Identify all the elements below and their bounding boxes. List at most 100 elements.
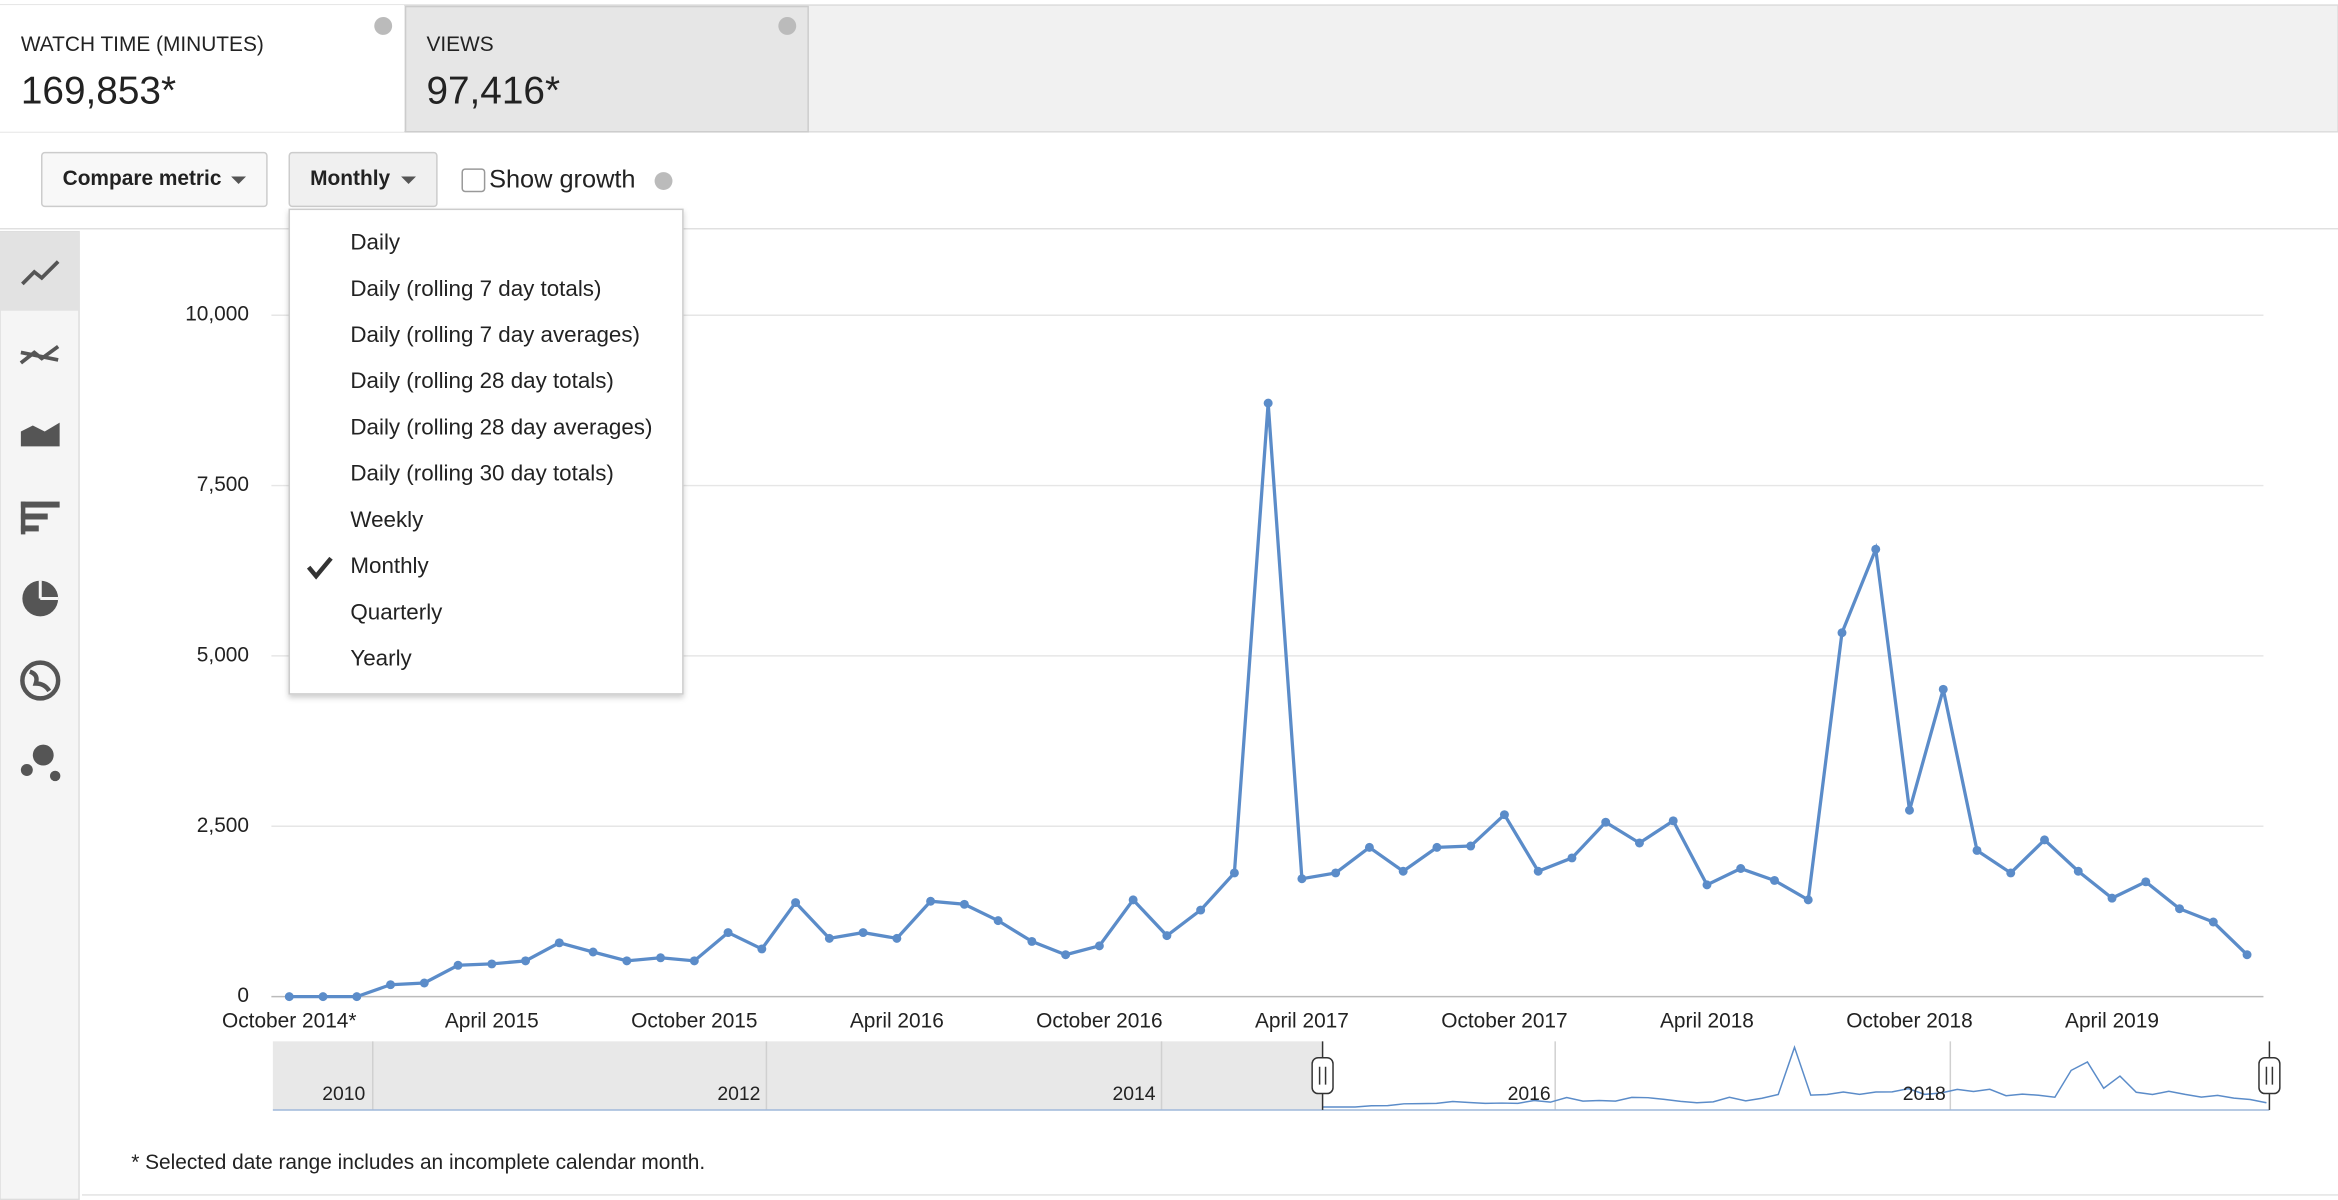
data-point[interactable] [1229, 868, 1239, 878]
data-point[interactable] [1162, 931, 1172, 941]
data-point[interactable] [1601, 817, 1611, 827]
compare-button[interactable] [41, 151, 268, 208]
data-point[interactable] [1061, 950, 1071, 960]
data-point[interactable] [959, 899, 969, 909]
metric-label: VIEWS [426, 33, 493, 56]
bar-icon[interactable] [20, 501, 60, 535]
data-point[interactable] [521, 956, 531, 966]
help-icon[interactable] [778, 16, 797, 35]
data-point[interactable] [1533, 866, 1543, 876]
navigator-handle[interactable] [2258, 1041, 2281, 1110]
x-tick-label: October 2016 [1036, 1009, 1162, 1032]
menu-item[interactable]: Daily (rolling 30 day totals) [350, 461, 613, 486]
data-point[interactable] [1938, 684, 1948, 694]
data-point[interactable] [1094, 941, 1104, 951]
data-point[interactable] [1196, 905, 1206, 915]
growth-checkbox[interactable] [461, 168, 486, 193]
data-point[interactable] [757, 944, 767, 954]
data-point[interactable] [419, 978, 429, 988]
area-icon[interactable] [20, 422, 60, 447]
data-point[interactable] [993, 916, 1003, 926]
data-point[interactable] [1837, 628, 1847, 638]
data-point[interactable] [1297, 874, 1307, 884]
data-point[interactable] [1803, 895, 1813, 905]
sidebar-selected[interactable] [0, 231, 80, 311]
menu-item[interactable]: Daily (rolling 7 day totals) [350, 276, 601, 301]
data-point[interactable] [1905, 805, 1914, 815]
data-point[interactable] [318, 992, 328, 1002]
metric-card-selected[interactable] [404, 5, 809, 133]
data-point[interactable] [723, 928, 733, 938]
data-point[interactable] [824, 933, 834, 943]
data-point[interactable] [1634, 838, 1644, 848]
data-point[interactable] [1567, 853, 1577, 863]
data-point[interactable] [2175, 904, 2185, 914]
data-point[interactable] [858, 928, 868, 938]
data-point[interactable] [386, 980, 396, 990]
data-point[interactable] [284, 992, 294, 1002]
data-point[interactable] [453, 960, 463, 970]
checkbox-label[interactable]: Show growth [489, 166, 635, 194]
data-point[interactable] [1668, 816, 1678, 826]
navigator-handle[interactable] [1311, 1041, 1334, 1110]
x-tick-label: October 2015 [631, 1009, 757, 1032]
menu-item[interactable]: Quarterly [350, 599, 443, 624]
data-point[interactable] [622, 956, 632, 966]
metric-card[interactable] [0, 5, 405, 132]
data-point[interactable] [1972, 845, 1982, 855]
data-point[interactable] [352, 992, 362, 1002]
data-point[interactable] [1702, 880, 1712, 890]
x-tick-label: October 2014* [222, 1009, 357, 1032]
menu-item[interactable]: Daily (rolling 28 day averages) [350, 414, 652, 439]
data-point[interactable] [1027, 936, 1037, 946]
data-point[interactable] [1499, 810, 1509, 820]
data-point[interactable] [656, 953, 666, 963]
data-point[interactable] [1871, 544, 1881, 554]
data-point[interactable] [2040, 835, 2049, 845]
data-point[interactable] [791, 898, 801, 908]
data-point[interactable] [2107, 893, 2117, 903]
metric-label: WATCH TIME (MINUTES) [21, 33, 264, 56]
data-point[interactable] [2242, 950, 2252, 960]
data-point[interactable] [588, 947, 598, 957]
interval-button[interactable] [288, 151, 438, 208]
data-point[interactable] [1736, 864, 1746, 873]
menu-item[interactable]: Weekly [350, 507, 424, 532]
data-point[interactable] [1364, 842, 1374, 852]
data-point[interactable] [1770, 875, 1779, 885]
data-point[interactable] [1331, 868, 1341, 878]
menu-item[interactable]: Monthly [350, 553, 429, 578]
menu-item[interactable]: Yearly [350, 646, 412, 671]
data-point[interactable] [2006, 868, 2016, 878]
data-point[interactable] [2073, 866, 2083, 876]
interval-menu [288, 208, 684, 695]
data-point[interactable] [1466, 841, 1476, 851]
data-point[interactable] [926, 896, 936, 906]
y-tick-label: 2,500 [197, 814, 249, 837]
data-point[interactable] [487, 959, 497, 969]
data-point[interactable] [1263, 398, 1273, 408]
help-icon[interactable] [654, 172, 673, 190]
map-icon[interactable] [20, 660, 61, 701]
y-tick-label: 5,000 [197, 643, 249, 666]
multiline-icon[interactable] [19, 345, 60, 365]
navigator-label: 2016 [1508, 1083, 1551, 1105]
data-point[interactable] [1128, 895, 1138, 905]
menu-item[interactable]: Daily (rolling 28 day totals) [350, 368, 613, 393]
menu-item[interactable]: Daily [350, 230, 401, 255]
caret [401, 176, 417, 184]
footnote: * Selected date range includes an incomp… [131, 1151, 705, 1174]
data-point[interactable] [689, 956, 699, 966]
line-icon[interactable] [21, 260, 60, 286]
menu-item[interactable]: Daily (rolling 7 day averages) [350, 322, 640, 347]
data-point[interactable] [1432, 842, 1442, 852]
data-point[interactable] [2141, 877, 2151, 887]
bubble-icon[interactable] [20, 744, 61, 782]
data-point[interactable] [892, 933, 902, 943]
data-point[interactable] [1398, 866, 1408, 876]
help-icon[interactable] [374, 16, 393, 35]
data-point[interactable] [2208, 917, 2218, 927]
x-tick-label: April 2015 [445, 1009, 539, 1032]
data-point[interactable] [554, 938, 564, 948]
